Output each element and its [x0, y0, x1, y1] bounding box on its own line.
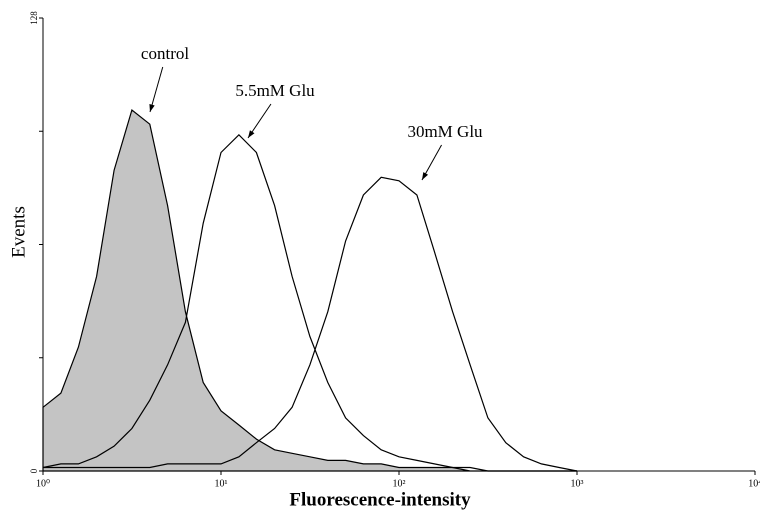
annotation-arrow	[149, 66, 164, 113]
arrow-head	[422, 172, 429, 180]
y-tick-label: 0	[29, 468, 39, 473]
x-tick-label: 10¹	[215, 478, 228, 489]
histogram-line	[43, 176, 578, 472]
x-tick-label: 10²	[393, 478, 406, 489]
x-tick-label: 10⁰	[36, 478, 50, 489]
arrow-head	[149, 104, 155, 112]
x-tick-label: 10³	[571, 478, 584, 489]
annotation: 5.5mM Glu	[235, 81, 315, 100]
x-axis-label: Fluorescence-intensity	[289, 489, 471, 510]
y-axis-label: Events	[8, 206, 29, 258]
annotation: 30mM Glu	[407, 122, 483, 141]
y-tick-label: 128	[29, 11, 39, 25]
arrow-head	[248, 130, 255, 138]
annotation: control	[141, 44, 189, 63]
x-tick-label: 10⁴	[748, 478, 760, 489]
histogram-line	[42, 133, 577, 472]
